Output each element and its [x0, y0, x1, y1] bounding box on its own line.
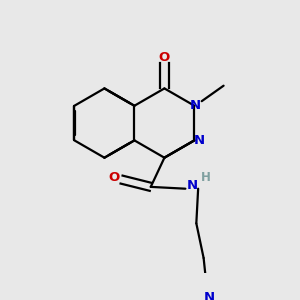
Text: N: N: [194, 134, 205, 147]
Text: H: H: [200, 171, 210, 184]
Text: N: N: [187, 178, 198, 192]
Text: N: N: [190, 99, 201, 112]
Text: N: N: [203, 291, 215, 300]
Text: O: O: [109, 171, 120, 184]
Text: O: O: [159, 51, 170, 64]
